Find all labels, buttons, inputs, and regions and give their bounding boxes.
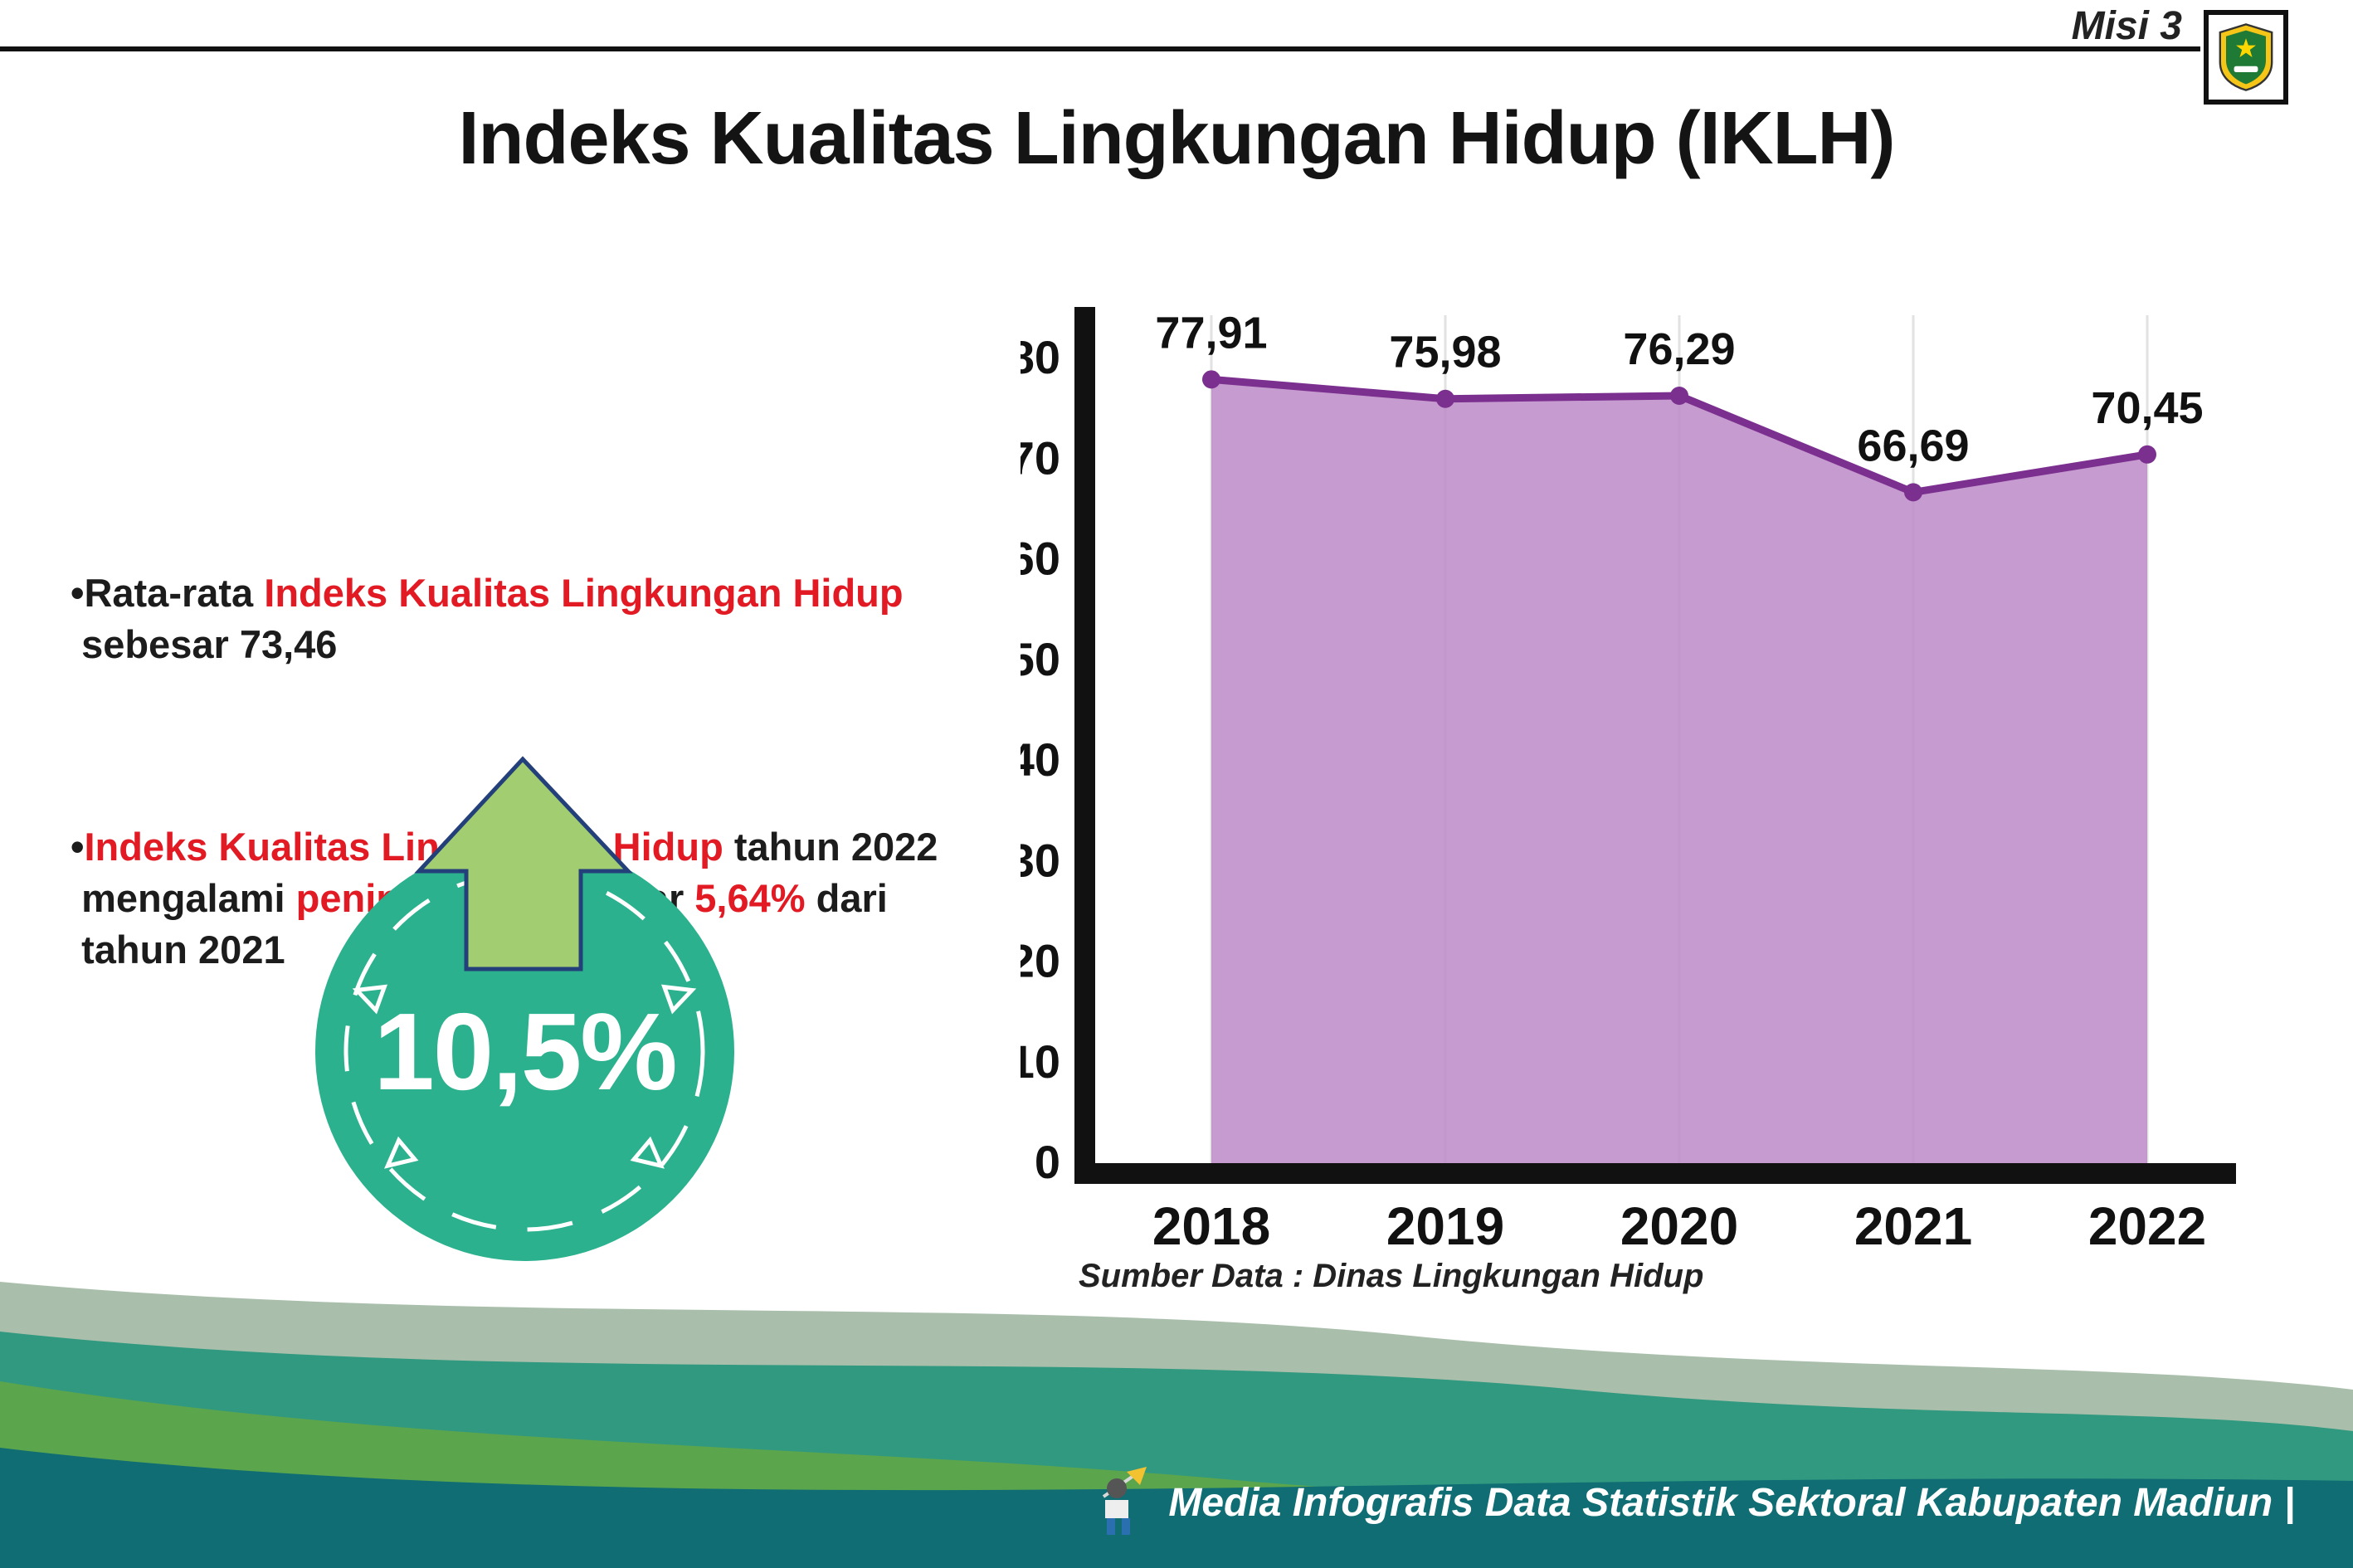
svg-text:40: 40 (1021, 733, 1060, 786)
area-chart: 77,91 75,98 76,29 66,69 70,45 0 10 20 30 40 50 60 70… (1009, 307, 2236, 1256)
svg-text:75,98: 75,98 (1389, 328, 1501, 377)
svg-text:50: 50 (1021, 633, 1060, 685)
svg-text:2018: 2018 (1152, 1196, 1270, 1256)
svg-text:70,45: 70,45 (2091, 383, 2203, 433)
page-title: Indeks Kualitas Lingkungan Hidup (IKLH) (458, 97, 1895, 180)
svg-text:2020: 2020 (1620, 1196, 1738, 1256)
header-divider (0, 46, 2200, 51)
bullet-text-segment: •Rata-rata (71, 571, 265, 616)
bullet-text-segment: 5,64% (694, 876, 806, 921)
badge-percentage: 10,5% (373, 991, 677, 1113)
bullet-text-segment: tahun 2022 mengalami (81, 825, 938, 921)
svg-text:2021: 2021 (1854, 1196, 1972, 1256)
svg-text:0: 0 (1035, 1136, 1060, 1188)
bullet-text-segment: dari tahun 2021 (81, 876, 888, 972)
svg-text:76,29: 76,29 (1623, 324, 1735, 374)
svg-text:30: 30 (1021, 834, 1060, 886)
bullet-text-segment: Indeks Kualitas Lingkungan Hidup (264, 571, 904, 616)
mascot-icon (1103, 1467, 1147, 1535)
svg-text:77,91: 77,91 (1155, 308, 1267, 358)
footer-wave (0, 1282, 2353, 1568)
svg-text:10: 10 (1021, 1035, 1060, 1088)
footer-caption: Media Infografis Data Statistik Sektoral… (1168, 1480, 2295, 1525)
chart-source: Sumber Data : Dinas Lingkungan Hidup (1079, 1258, 1704, 1294)
kabupaten-madiun-logo (2204, 10, 2288, 105)
svg-text:2019: 2019 (1386, 1196, 1504, 1256)
badge-ring (343, 870, 705, 1232)
shield-icon (2219, 23, 2273, 91)
misi-label: Misi 3 (2071, 4, 2182, 48)
footer-bar: Media Infografis Data Statistik Sektoral… (1094, 1465, 2295, 1540)
svg-text:20: 20 (1021, 935, 1060, 987)
increase-badge: 10,5% (315, 747, 743, 1269)
bullet-text-segment: • (71, 825, 85, 869)
svg-text:60: 60 (1021, 533, 1060, 585)
bullet-text-segment: sebesar 73,46 (81, 622, 338, 667)
svg-text:80: 80 (1021, 331, 1060, 383)
bullet-item-average: •Rata-rata Indeks Kualitas Lingkungan Hi… (71, 567, 1050, 670)
svg-text:2022: 2022 (2088, 1196, 2206, 1256)
iklh-chart: 77,91 75,98 76,29 66,69 70,45 0 10 20 30 40 50 60 70… (1009, 290, 2265, 1286)
svg-text:70: 70 (1021, 431, 1060, 484)
svg-text:66,69: 66,69 (1857, 421, 1969, 470)
